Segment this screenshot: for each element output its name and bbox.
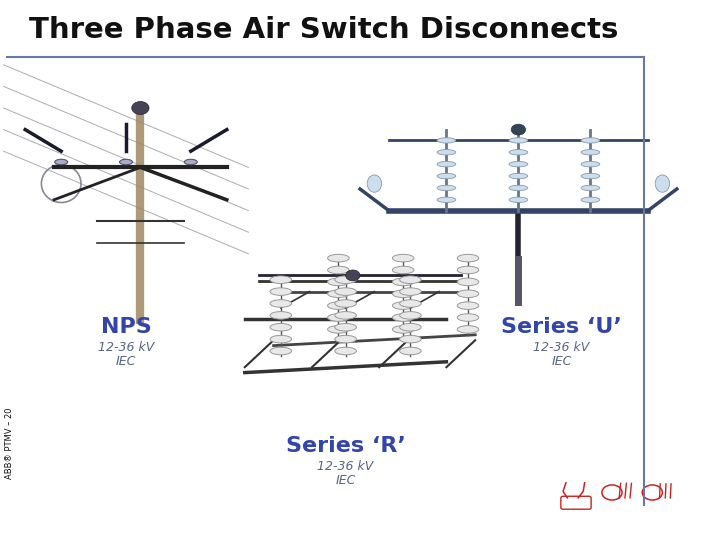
Ellipse shape — [55, 159, 68, 165]
Ellipse shape — [400, 347, 421, 355]
Text: 12-36 kV: 12-36 kV — [534, 341, 590, 354]
Ellipse shape — [437, 185, 456, 191]
Ellipse shape — [392, 326, 414, 333]
Text: NPS: NPS — [101, 316, 151, 337]
Ellipse shape — [400, 312, 421, 319]
Ellipse shape — [509, 197, 528, 202]
Ellipse shape — [335, 288, 356, 295]
Text: Series ‘R’: Series ‘R’ — [286, 435, 405, 456]
Ellipse shape — [328, 290, 349, 298]
Ellipse shape — [270, 288, 292, 295]
Text: IEC: IEC — [336, 474, 356, 487]
Ellipse shape — [392, 302, 414, 309]
Ellipse shape — [335, 276, 356, 284]
Ellipse shape — [400, 276, 421, 284]
Ellipse shape — [270, 312, 292, 319]
Ellipse shape — [400, 323, 421, 331]
Ellipse shape — [581, 197, 600, 202]
Ellipse shape — [335, 335, 356, 343]
Ellipse shape — [437, 138, 456, 143]
Ellipse shape — [270, 347, 292, 355]
Ellipse shape — [457, 254, 479, 262]
Ellipse shape — [400, 300, 421, 307]
Ellipse shape — [400, 288, 421, 295]
Ellipse shape — [328, 314, 349, 321]
Ellipse shape — [328, 266, 349, 274]
Ellipse shape — [270, 335, 292, 343]
Ellipse shape — [120, 159, 132, 165]
Ellipse shape — [457, 326, 479, 333]
Ellipse shape — [392, 290, 414, 298]
Ellipse shape — [367, 175, 382, 192]
Text: Three Phase Air Switch Disconnects: Three Phase Air Switch Disconnects — [29, 16, 618, 44]
Ellipse shape — [392, 278, 414, 286]
Ellipse shape — [581, 161, 600, 167]
Text: IEC: IEC — [552, 355, 572, 368]
Text: Series ‘U’: Series ‘U’ — [501, 316, 622, 337]
Circle shape — [346, 270, 360, 281]
Ellipse shape — [581, 138, 600, 143]
Ellipse shape — [328, 254, 349, 262]
Ellipse shape — [335, 300, 356, 307]
Ellipse shape — [328, 302, 349, 309]
Ellipse shape — [392, 266, 414, 274]
Ellipse shape — [328, 278, 349, 286]
Ellipse shape — [335, 312, 356, 319]
Ellipse shape — [457, 302, 479, 309]
Ellipse shape — [328, 326, 349, 333]
Ellipse shape — [509, 161, 528, 167]
Ellipse shape — [581, 185, 600, 191]
Ellipse shape — [581, 150, 600, 155]
Ellipse shape — [509, 150, 528, 155]
Ellipse shape — [392, 254, 414, 262]
Ellipse shape — [457, 314, 479, 321]
Ellipse shape — [457, 278, 479, 286]
Ellipse shape — [509, 173, 528, 179]
Ellipse shape — [400, 335, 421, 343]
Text: ABB® PTMV – 20: ABB® PTMV – 20 — [5, 407, 14, 478]
Ellipse shape — [437, 173, 456, 179]
Circle shape — [132, 102, 149, 114]
Circle shape — [511, 124, 526, 135]
Ellipse shape — [270, 276, 292, 284]
Ellipse shape — [270, 300, 292, 307]
Text: IEC: IEC — [116, 355, 136, 368]
Ellipse shape — [457, 266, 479, 274]
Ellipse shape — [335, 347, 356, 355]
Ellipse shape — [184, 159, 197, 165]
Ellipse shape — [457, 290, 479, 298]
Ellipse shape — [509, 138, 528, 143]
Text: 12-36 kV: 12-36 kV — [98, 341, 154, 354]
Ellipse shape — [581, 173, 600, 179]
Ellipse shape — [270, 323, 292, 331]
Ellipse shape — [335, 323, 356, 331]
Ellipse shape — [437, 197, 456, 202]
Text: 12-36 kV: 12-36 kV — [318, 460, 374, 472]
Ellipse shape — [437, 150, 456, 155]
Ellipse shape — [392, 314, 414, 321]
Ellipse shape — [509, 185, 528, 191]
Ellipse shape — [437, 161, 456, 167]
Ellipse shape — [655, 175, 670, 192]
